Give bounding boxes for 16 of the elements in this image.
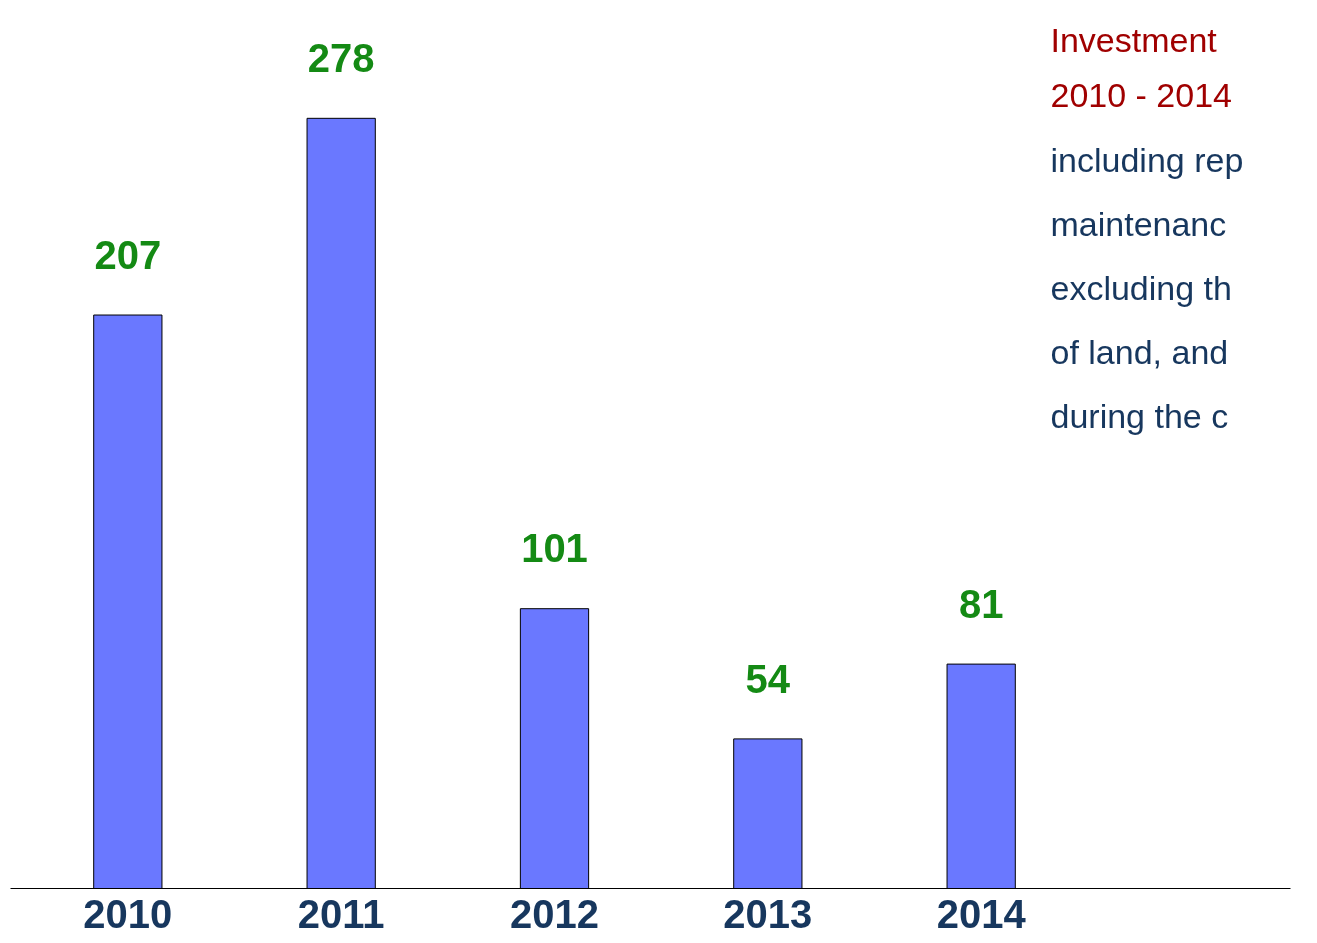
x-tick-label: 2010	[83, 891, 173, 936]
annotation: of land, and	[1050, 332, 1229, 371]
annotation: maintenanc	[1050, 204, 1227, 243]
data-label: 101	[521, 526, 588, 571]
data-label: 81	[958, 581, 1004, 626]
data-label: 278	[307, 36, 375, 81]
annotation: excluding th	[1050, 268, 1232, 307]
chart-title: Investment 2010 - 2014	[1050, 20, 1232, 114]
annotation: including rep	[1050, 140, 1244, 179]
data-label: 207	[94, 232, 162, 277]
data-label: 54	[745, 656, 791, 701]
x-tick-label: 2013	[723, 891, 813, 936]
annotation: during the c	[1050, 396, 1229, 435]
x-tick-label: 2011	[297, 891, 385, 936]
x-tick-label: 2014	[936, 891, 1027, 936]
x-tick-label: 2012	[510, 891, 599, 936]
